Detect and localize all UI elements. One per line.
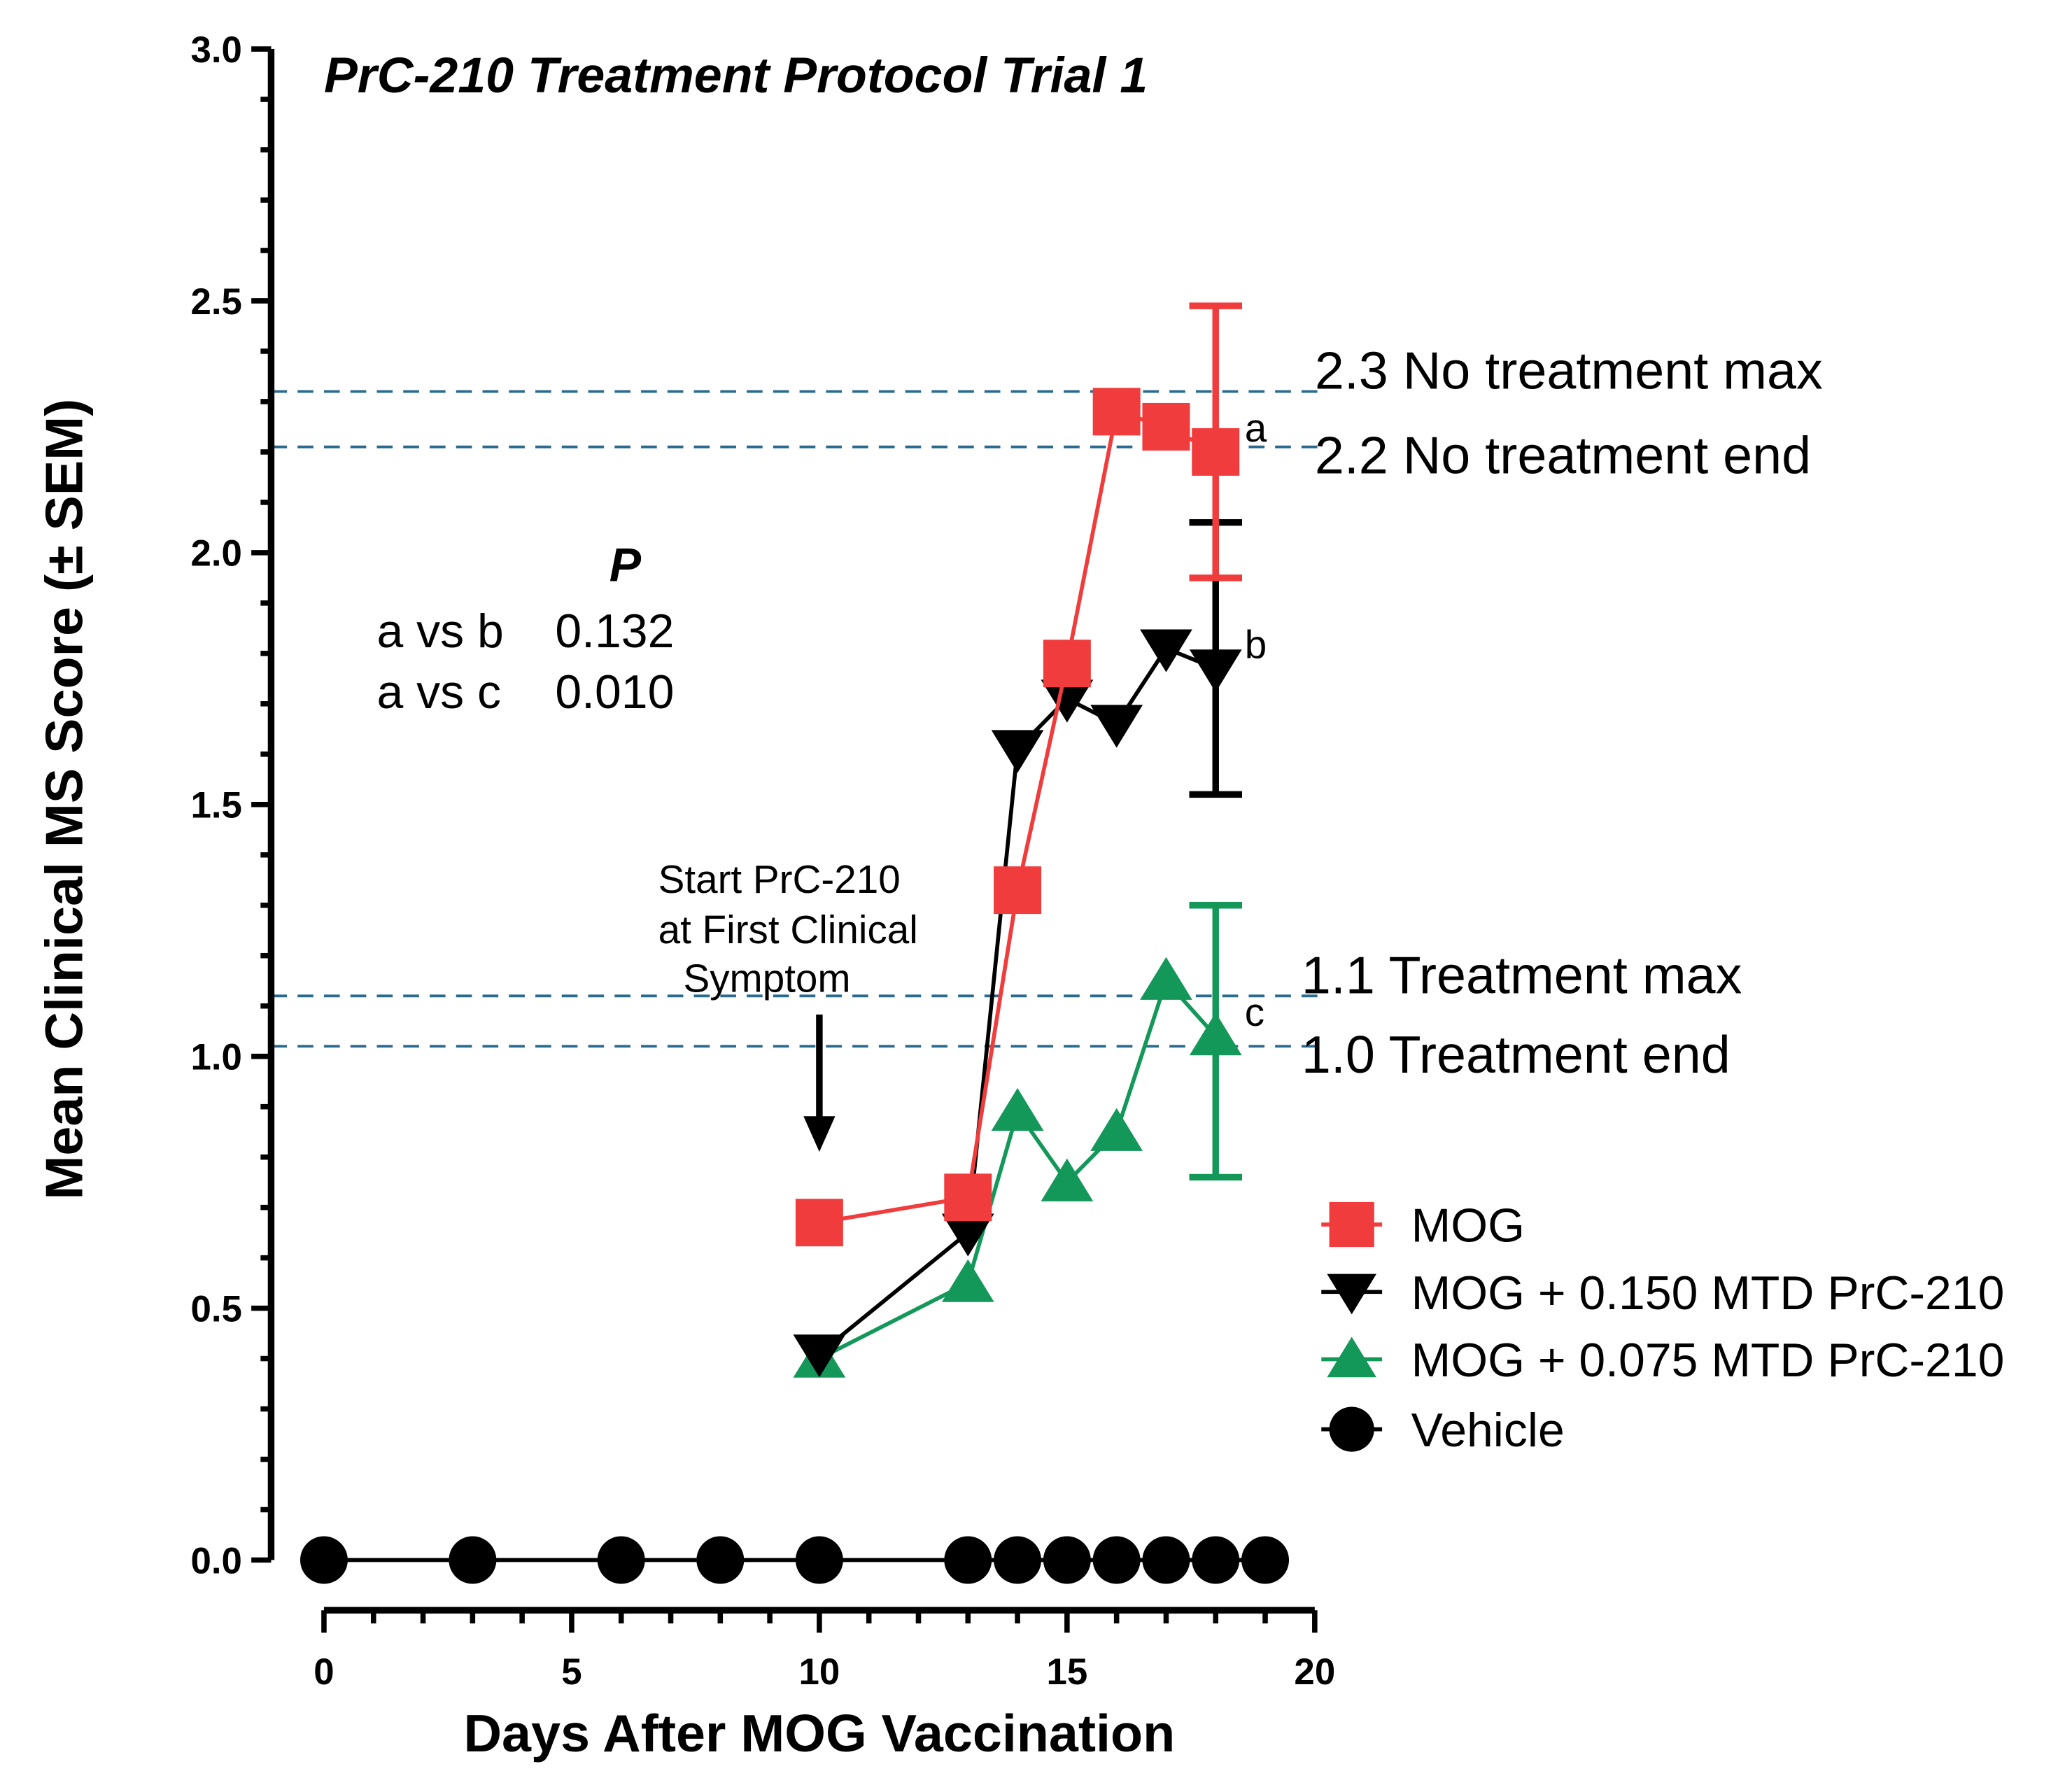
annotation-line: Start PrC-210: [658, 858, 901, 902]
y-tick-label: 0.0: [190, 1540, 241, 1581]
start-annotation: Start PrC-210 at First Clinical Symptom: [658, 858, 918, 1001]
data-point: [941, 1259, 994, 1302]
annotation-line: Symptom: [683, 957, 850, 1001]
data-point: [1041, 1158, 1094, 1201]
reference-line-label: 2.3 No treatment max: [1315, 342, 1823, 401]
x-tick-label: 20: [1294, 1651, 1335, 1693]
data-point: [994, 866, 1042, 915]
data-point: [1192, 428, 1240, 476]
x-tick-label: 0: [313, 1651, 334, 1693]
pvalue-value: 0.010: [555, 665, 674, 719]
data-point: [1043, 640, 1091, 688]
data-point: [1043, 1536, 1091, 1584]
series-line: [818, 977, 1218, 1361]
data-point: [994, 1536, 1042, 1584]
legend-label: MOG: [1411, 1199, 1525, 1253]
legend-item: Vehicle: [1321, 1404, 1565, 1457]
axes: 0.0 0.5 1.0 1.5 2.0 2.5 3.0 0 5 10 15 20: [190, 29, 1335, 1693]
chart-title: PrC-210 Treatment Protocol Trial 1: [324, 48, 1148, 104]
data-point: [1041, 679, 1094, 723]
x-tick-label: 5: [561, 1651, 582, 1693]
legend-marker-icon: [1327, 1336, 1376, 1378]
data-point: [991, 730, 1044, 773]
x-tick-label: 10: [799, 1651, 840, 1693]
reference-line-label: 1.0 Treatment end: [1302, 1026, 1731, 1085]
data-point: [795, 1536, 843, 1584]
legend-label: Vehicle: [1411, 1404, 1565, 1457]
y-tick-label: 3.0: [190, 29, 241, 71]
data-point: [1090, 705, 1143, 748]
pvalue-label: a vs c: [376, 665, 500, 719]
y-tick-label: 0.5: [190, 1288, 241, 1329]
series-mog-0-150-mtd-prc-210: b: [793, 518, 1267, 1378]
reference-line-label: 2.2 No treatment end: [1315, 426, 1811, 485]
y-tick-label: 2.0: [190, 533, 241, 574]
legend-marker-icon: [1327, 1273, 1376, 1315]
data-point: [944, 1173, 992, 1222]
data-point: [941, 1213, 994, 1257]
data-point: [696, 1536, 745, 1584]
series-label: a: [1245, 407, 1267, 451]
data-point: [944, 1536, 992, 1584]
legend: MOG MOG + 0.150 MTD PrC-210 MOG + 0.075 MT…: [1321, 1199, 2004, 1457]
data-point: [1090, 1108, 1143, 1151]
data-point: [597, 1536, 645, 1584]
data-point: [1092, 388, 1141, 436]
series-label: c: [1245, 991, 1264, 1035]
y-axis-label: Mean Clinical MS Score (± SEM): [35, 399, 94, 1200]
data-point: [1140, 629, 1192, 672]
series-vehicle: [299, 1536, 1290, 1584]
data-point: [1189, 649, 1242, 693]
pvalue-table: P a vs b 0.132 a vs c 0.010: [376, 539, 674, 719]
data-point: [299, 1536, 348, 1584]
annotation-line: at First Clinical: [658, 908, 918, 952]
data-point: [449, 1536, 497, 1584]
x-tick-label: 15: [1046, 1651, 1087, 1693]
series-mog: a: [795, 302, 1267, 1247]
series-label: b: [1245, 623, 1267, 667]
legend-marker-icon: [1329, 1201, 1374, 1248]
data-point: [793, 1334, 846, 1378]
data-point: [795, 1199, 843, 1247]
reference-line-label: 1.1 Treatment max: [1302, 947, 1742, 1006]
series-group: c b a: [299, 302, 1290, 1584]
y-tick-label: 1.5: [190, 785, 241, 826]
legend-item: MOG: [1321, 1199, 1525, 1253]
data-point: [1241, 1536, 1290, 1584]
series-mog-0-075-mtd-prc-210: c: [793, 902, 1264, 1378]
legend-marker-icon: [1329, 1406, 1374, 1452]
data-point: [1142, 402, 1190, 451]
pvalue-label: a vs b: [376, 605, 503, 658]
x-axis-label: Days After MOG Vaccination: [464, 1705, 1176, 1763]
down-arrow-icon: [803, 1116, 836, 1152]
data-point: [1142, 1536, 1190, 1584]
data-point: [1140, 957, 1192, 1000]
pvalue-value: 0.132: [555, 605, 674, 658]
data-point: [1192, 1536, 1240, 1584]
data-point: [1189, 1012, 1242, 1056]
y-tick-label: 2.5: [190, 281, 241, 323]
pvalue-header: P: [609, 539, 642, 592]
y-tick-label: 1.0: [190, 1037, 241, 1078]
legend-item: MOG + 0.075 MTD PrC-210: [1321, 1334, 2004, 1387]
legend-label: MOG + 0.150 MTD PrC-210: [1411, 1267, 2005, 1320]
legend-item: MOG + 0.150 MTD PrC-210: [1321, 1267, 2004, 1320]
data-point: [991, 1087, 1044, 1131]
legend-label: MOG + 0.075 MTD PrC-210: [1411, 1334, 2005, 1387]
data-point: [1092, 1536, 1141, 1584]
